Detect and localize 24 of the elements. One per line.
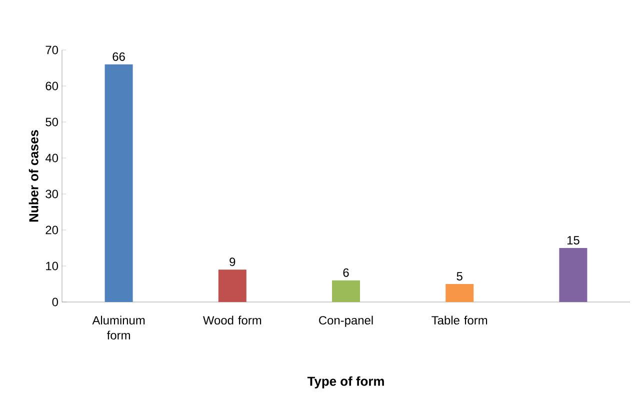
y-tick-label: 10 [46, 262, 58, 270]
y-tick-label: 70 [46, 46, 58, 54]
x-tick-label: Table form [432, 316, 488, 325]
y-tick-label: 20 [46, 226, 58, 234]
x-tick-label: Wood form [202, 316, 262, 325]
bar [559, 248, 588, 302]
y-tick-label: 30 [46, 190, 58, 198]
bar [104, 64, 133, 302]
x-axis-title: Type of form [307, 376, 384, 388]
data-label: 9 [230, 258, 236, 266]
bar [332, 280, 360, 302]
data-label: 66 [112, 52, 125, 61]
data-label: 15 [567, 236, 580, 244]
y-tick-label: 0 [52, 298, 58, 306]
y-tick-label: 50 [46, 118, 58, 126]
bar [218, 270, 246, 302]
bar [446, 284, 474, 302]
y-axis-title: Nuber of cases [28, 130, 38, 222]
data-label: 6 [343, 268, 349, 277]
y-tick-label: 60 [46, 82, 58, 90]
data-label: 5 [456, 272, 462, 280]
x-tick-label: Aluminum form [92, 316, 145, 340]
x-tick-label: Con-panel [319, 316, 373, 327]
y-tick-label: 40 [45, 154, 58, 162]
